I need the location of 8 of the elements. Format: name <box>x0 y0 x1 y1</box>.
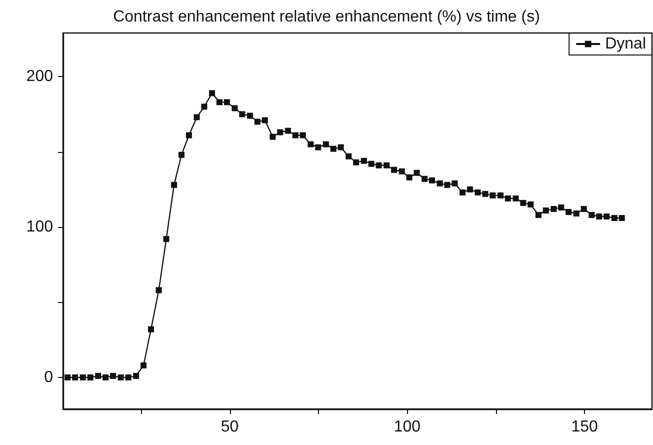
legend-label: Dynal <box>605 36 646 52</box>
x-tick-label: 100 <box>394 418 421 436</box>
x-tick-label: 50 <box>220 418 239 436</box>
y-tick-label: 0 <box>44 368 54 386</box>
y-tick-label: 100 <box>26 218 54 236</box>
x-tick-label: 150 <box>571 418 598 436</box>
chart-title: Contrast enhancement relative enhancement (%) vs time (s) <box>113 8 540 26</box>
y-tick-label: 200 <box>26 68 54 86</box>
